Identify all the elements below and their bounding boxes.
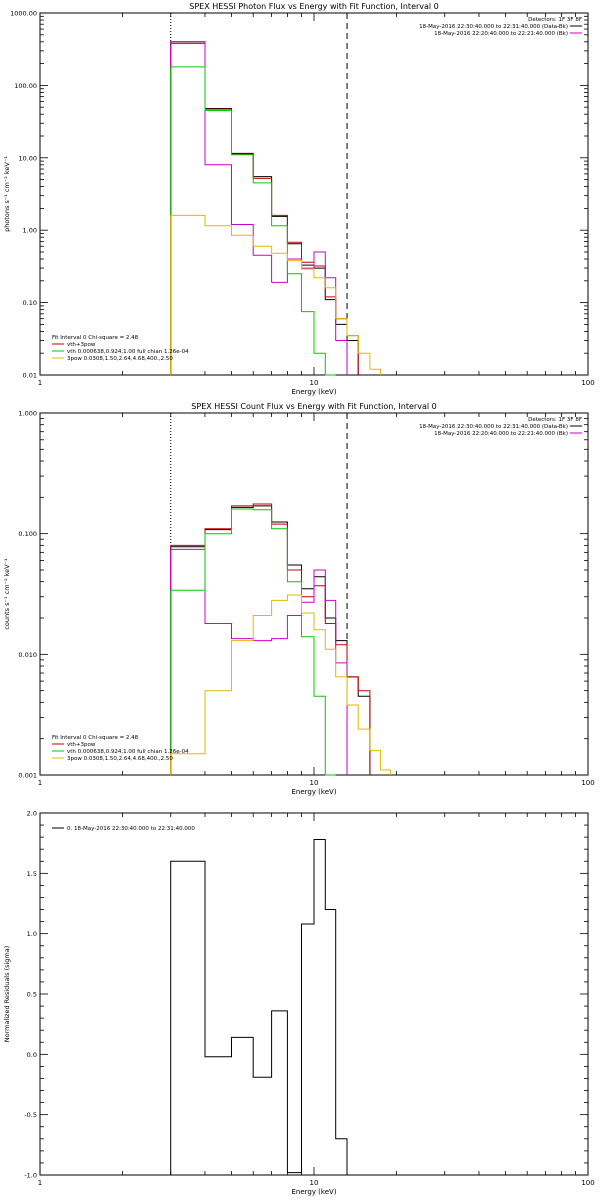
legend-entry-text: 18-May-2016 22:30:40.000 to 22:31:40.000…	[419, 24, 568, 30]
y-tick-label: 0.0	[27, 1051, 37, 1059]
chart-panel-2: SPEX HESSI Count Flux vs Energy with Fit…	[3, 402, 595, 796]
series-magenta-step-line	[170, 41, 348, 375]
y-tick-label: 0.5	[27, 991, 37, 999]
chart-title: SPEX HESSI Photon Flux vs Energy with Fi…	[189, 2, 439, 11]
y-tick-label: 1.0	[27, 930, 37, 938]
x-axis-label: Energy (keV)	[291, 1188, 336, 1196]
legend-entry-text: vth+3pow	[67, 742, 96, 748]
legend-entry-text: 18-May-2016 22:20:40.000 to 22:21:40.000…	[434, 431, 568, 437]
legend-entry-text: vth+3pow	[67, 342, 96, 348]
x-tick-label: 1	[38, 379, 42, 387]
y-tick-label: 1.000	[18, 410, 37, 418]
y-tick-label: 2.0	[27, 810, 37, 818]
legend-entry-text: 0. 18-May-2016 22:30:40.000 to 22:31:40.…	[67, 826, 195, 832]
chart-title: SPEX HESSI Count Flux vs Energy with Fit…	[191, 402, 436, 411]
x-tick-label: 1	[38, 779, 42, 787]
x-tick-label: 10	[310, 779, 319, 787]
series-orange-step-line	[170, 594, 391, 775]
y-tick-label: 0.100	[18, 530, 37, 538]
y-axis-label: Normalized Residuals (sigma)	[3, 946, 11, 1043]
legend-header: Fit Interval 0 Chi-square = 2.48	[52, 335, 139, 341]
y-tick-label: -0.5	[24, 1111, 37, 1119]
x-tick-label: 10	[310, 379, 319, 387]
x-tick-label: 100	[581, 379, 594, 387]
y-tick-label: 10.00	[18, 154, 37, 162]
series-black-step-line	[170, 839, 348, 1175]
y-axis-label: counts s⁻¹ cm⁻² keV⁻¹	[3, 558, 11, 630]
legend-entry-text: 18-May-2016 22:20:40.000 to 22:21:40.000…	[434, 31, 568, 37]
x-tick-label: 100	[581, 1179, 594, 1187]
x-tick-label: 10	[310, 1179, 319, 1187]
legend-entry-text: 18-May-2016 22:30:40.000 to 22:31:40.000…	[419, 424, 568, 430]
x-tick-label: 1	[38, 1179, 42, 1187]
y-tick-label: 0.010	[18, 651, 37, 659]
y-tick-label: 0.10	[23, 299, 37, 307]
series-green-step-line	[170, 508, 336, 776]
series-red-step-line	[170, 503, 371, 775]
chart-panel-3: 1 10 100 2.0 1.5 1.0 0.5 0.0 -0.5 -1.0 Energy (keV…	[3, 810, 595, 1197]
y-tick-label: 100.00	[14, 82, 37, 90]
series-green-step-line	[170, 66, 336, 376]
y-tick-label: 0.001	[18, 772, 37, 780]
legend-header: Detectors: 1F 3F 8F	[528, 17, 582, 23]
chart-panel-1: SPEX HESSI Photon Flux vs Energy with Fi…	[3, 2, 595, 396]
series-black-step-line	[170, 41, 359, 375]
legend-entry-text: vth 0.000638,0.924,1.00 full chian 1.26e…	[67, 349, 189, 355]
y-tick-label: 1000.00	[10, 10, 37, 18]
x-axis-label: Energy (keV)	[291, 388, 336, 396]
legend-entry-text: 3pow 0.0308,1.50,2.64,4.68,400.,2.50	[67, 756, 173, 762]
y-axis-label: photons s⁻¹ cm⁻² keV⁻¹	[3, 156, 11, 232]
y-tick-label: 1.5	[27, 870, 37, 878]
y-tick-label: 0.01	[23, 372, 37, 380]
legend-entry-text: vth 0.000638,0.924,1.00 full chian 1.26e…	[67, 749, 189, 755]
series-orange-step-line	[170, 214, 382, 375]
series-red-step-line	[170, 42, 359, 375]
legend-header: Detectors: 1F 3F 8F	[528, 417, 582, 423]
series-magenta-step-line	[170, 548, 348, 775]
y-tick-label: -1.0	[24, 1172, 37, 1180]
legend-entry-text: 3pow 0.0308,1.50,2.64,4.68,400.,2.50	[67, 356, 173, 362]
legend-header: Fit Interval 0 Chi-square = 2.48	[52, 735, 139, 741]
x-tick-label: 100	[581, 779, 594, 787]
y-tick-label: 1.00	[23, 227, 37, 235]
x-axis-label: Energy (keV)	[291, 788, 336, 796]
